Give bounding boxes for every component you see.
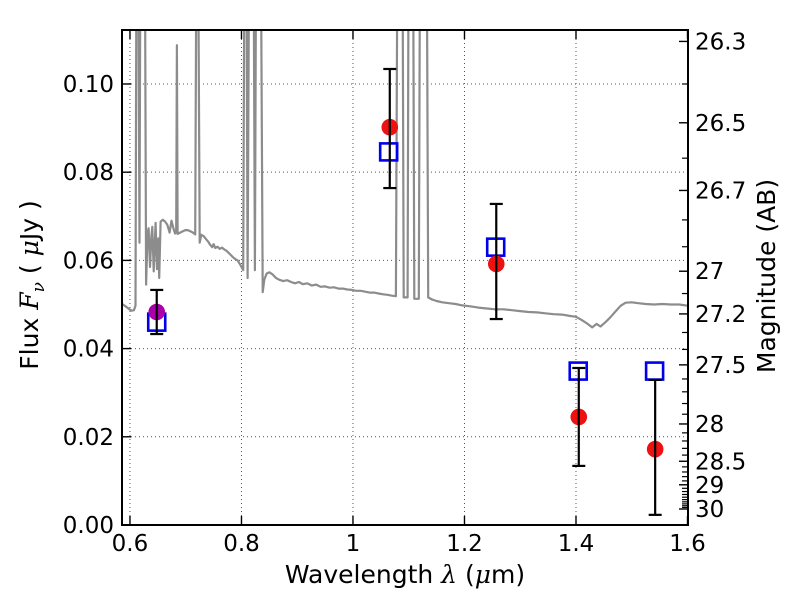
mag-tick-label: 27.2 — [695, 302, 746, 328]
y-tick-label: 0.08 — [63, 160, 114, 186]
x-tick-label: 1.6 — [669, 531, 706, 557]
model-flux-marker — [378, 142, 399, 162]
y-tick-label: 0.04 — [63, 337, 114, 363]
mag-tick-label: 26.3 — [695, 29, 746, 55]
y-axis-label-flux: Flux Fν ( μJy ) — [15, 200, 49, 369]
spectrum-line — [123, 31, 687, 329]
grid-layer — [123, 31, 687, 524]
mag-tick-label: 28.5 — [695, 449, 746, 475]
axes-frame — [121, 29, 689, 526]
y-tick-label: 0.10 — [63, 72, 114, 98]
x-tick-label: 0.8 — [223, 531, 260, 557]
mag-tick-label: 30 — [695, 497, 724, 523]
tick-label-layer: 0.6 0.8 1 1.2 1.4 1.6 0.00 0.02 0.04 0.06 0.08 0.10… — [63, 29, 746, 557]
mag-tick-label: 29 — [695, 473, 724, 499]
spectrum-layer — [123, 31, 687, 329]
error-bar — [648, 378, 662, 516]
model-flux-marker — [644, 361, 665, 381]
error-bar — [150, 288, 164, 336]
error-bar — [489, 202, 503, 321]
y-tick-label: 0.02 — [63, 425, 114, 451]
mag-tick-label: 27 — [695, 259, 724, 285]
x-tick-label: 0.6 — [112, 531, 149, 557]
x-tick-label: 1 — [346, 531, 361, 557]
error-bar — [572, 366, 586, 468]
y-tick-label: 0.00 — [63, 513, 114, 539]
axis-label-layer: Wavelength λ (μm) Flux Fν ( μJy ) Magnit… — [15, 179, 781, 589]
mag-tick-label: 26.5 — [695, 111, 746, 137]
mag-tick-label: 27.5 — [695, 353, 746, 379]
mag-tick-label: 26.7 — [695, 178, 746, 204]
marker-layer — [146, 67, 665, 516]
y-tick-label: 0.06 — [63, 248, 114, 274]
x-tick-label: 1.4 — [558, 531, 595, 557]
tick-layer — [123, 31, 689, 526]
x-tick-label: 1.2 — [446, 531, 483, 557]
error-bar — [383, 67, 397, 190]
y-axis-label-magnitude: Magnitude (AB) — [752, 179, 781, 373]
x-axis-label: Wavelength λ (μm) — [285, 560, 525, 589]
mag-tick-label: 28 — [695, 412, 724, 438]
